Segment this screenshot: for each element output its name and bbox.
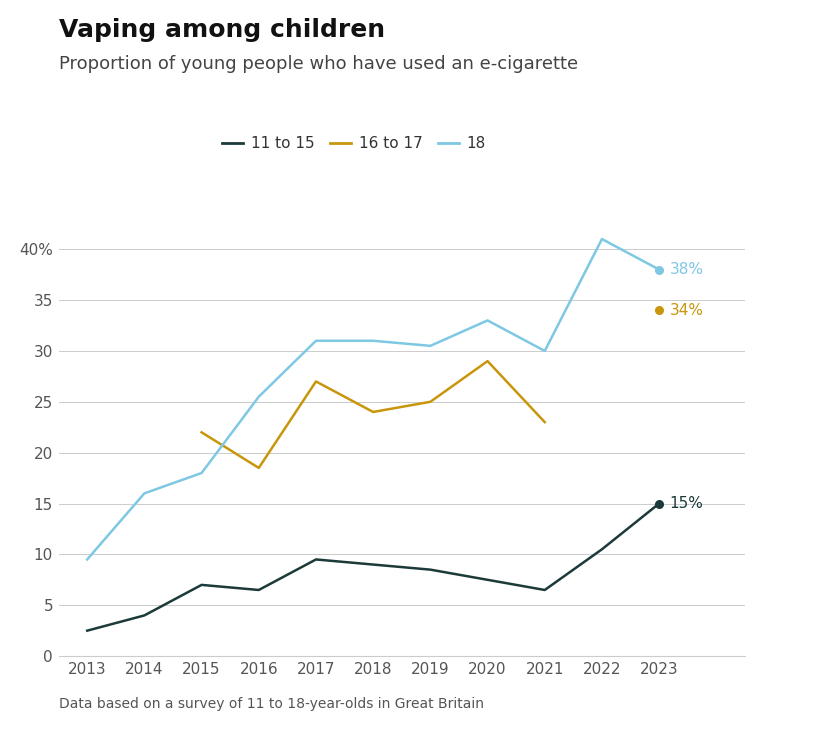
Text: Proportion of young people who have used an e-cigarette: Proportion of young people who have used… xyxy=(59,55,577,73)
Text: 15%: 15% xyxy=(669,496,702,511)
Text: 38%: 38% xyxy=(669,262,702,277)
Text: Vaping among children: Vaping among children xyxy=(59,18,385,42)
Text: Data based on a survey of 11 to 18-year-olds in Great Britain: Data based on a survey of 11 to 18-year-… xyxy=(59,697,483,711)
Text: 34%: 34% xyxy=(669,303,702,318)
Legend: 11 to 15, 16 to 17, 18: 11 to 15, 16 to 17, 18 xyxy=(215,130,492,157)
